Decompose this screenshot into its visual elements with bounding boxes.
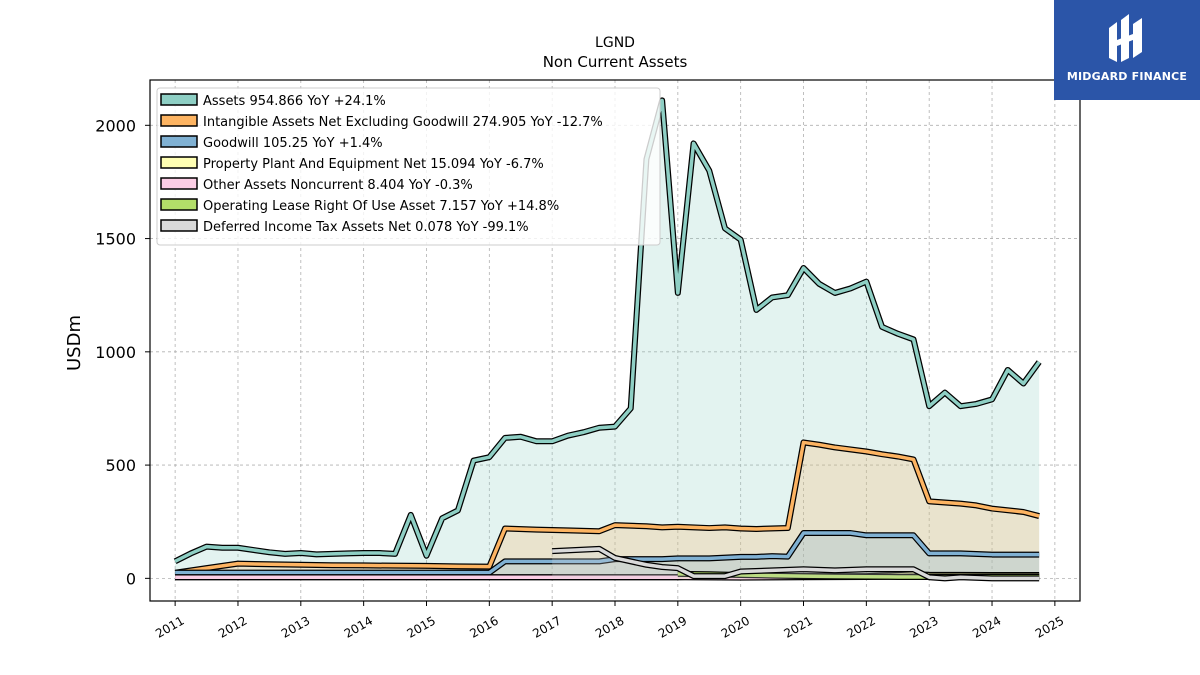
x-tick-label: 2016: [467, 613, 500, 640]
x-tick-label: 2019: [656, 613, 689, 640]
chart-subtitle: Non Current Assets: [543, 53, 688, 71]
legend-label-5: Operating Lease Right Of Use Asset 7.157…: [203, 199, 559, 214]
series-line-6[interactable]: [552, 547, 1040, 581]
x-tick-label: 2017: [530, 613, 563, 640]
legend-swatch-3: [160, 156, 198, 169]
series-area-0: [175, 100, 1040, 579]
midgard-logo-icon: [1109, 14, 1142, 62]
legend-swatch-6: [160, 219, 198, 232]
legend-swatch-0: [160, 93, 198, 106]
legend[interactable]: Assets 954.866 YoY +24.1% Intangible Asse…: [156, 87, 661, 246]
series-area-6: [552, 548, 1040, 579]
series-area-1: [175, 442, 1040, 579]
y-axis-label: USDm: [64, 315, 85, 371]
chart-title: LGND: [595, 35, 635, 51]
series-line-2[interactable]: [175, 531, 1040, 575]
x-tick-label: 2025: [1033, 613, 1066, 640]
brand-logo: MIDGARD FINANCE: [1054, 0, 1200, 100]
x-tick-label: 2020: [719, 613, 752, 640]
x-tick-label: 2024: [970, 613, 1003, 640]
y-tick-label: 2000: [95, 116, 136, 135]
x-tick-label: 2012: [216, 613, 249, 640]
x-tick-label: 2022: [844, 613, 877, 640]
legend-label-3: Property Plant And Equipment Net 15.094 …: [203, 157, 544, 172]
x-tick-label: 2021: [782, 613, 815, 640]
legend-swatch-4: [160, 177, 198, 190]
legend-swatch-2: [160, 135, 198, 148]
x-tick-label: 2018: [593, 613, 626, 640]
legend-label-6: Deferred Income Tax Assets Net 0.078 YoY…: [203, 220, 529, 235]
legend-label-0: Assets 954.866 YoY +24.1%: [203, 94, 386, 109]
legend-swatch-1: [160, 114, 198, 127]
legend-swatch-5: [160, 198, 198, 211]
y-tick-label: 1000: [95, 343, 136, 362]
series-line-0[interactable]: [174, 98, 1041, 563]
y-tick-label: 500: [105, 456, 136, 475]
legend-box: [156, 87, 661, 246]
x-tick-label: 2023: [907, 613, 940, 640]
x-tick-label: 2014: [342, 613, 375, 640]
x-tick-label: 2015: [405, 613, 438, 640]
x-tick-label: 2011: [153, 613, 186, 640]
x-tick-label: 2013: [279, 613, 312, 640]
legend-label-2: Goodwill 105.25 YoY +1.4%: [203, 136, 383, 151]
y-tick-label: 0: [126, 569, 136, 588]
legend-label-4: Other Assets Noncurrent 8.404 YoY -0.3%: [203, 178, 473, 193]
series-line-1[interactable]: [174, 440, 1040, 575]
series-layer: [173, 97, 1042, 582]
legend-label-1: Intangible Assets Net Excluding Goodwill…: [203, 115, 603, 130]
y-tick-label: 1500: [95, 230, 136, 249]
brand-name: MIDGARD FINANCE: [1066, 70, 1188, 83]
